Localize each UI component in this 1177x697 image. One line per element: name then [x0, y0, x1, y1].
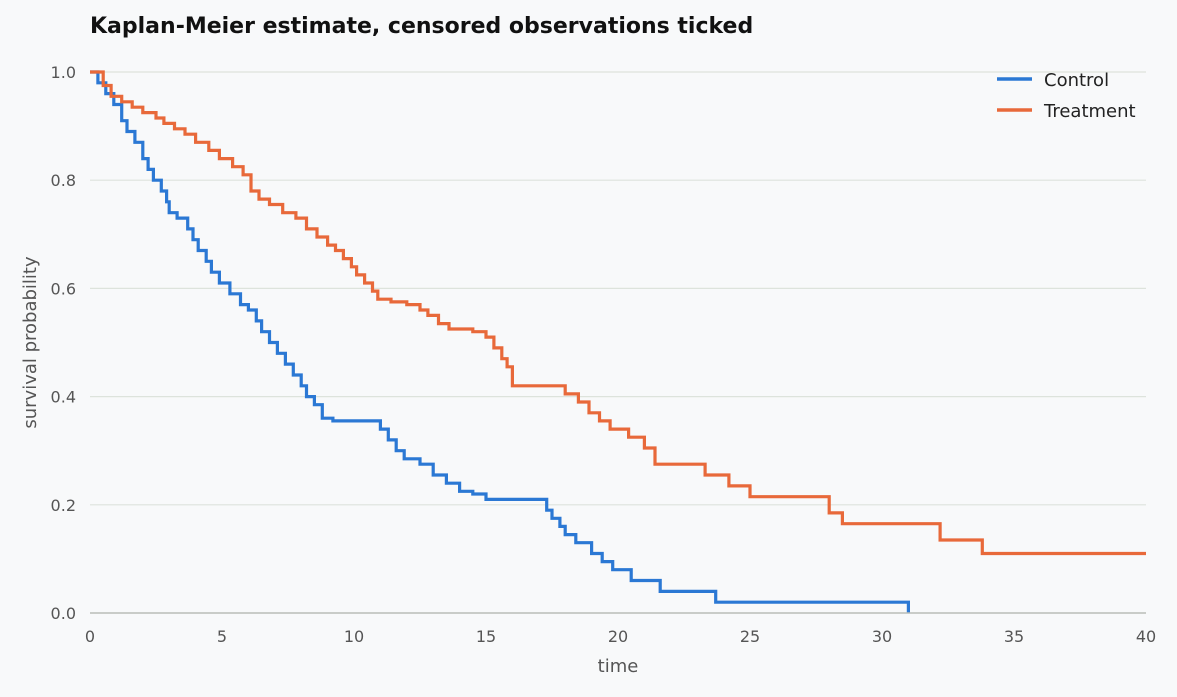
x-tick-label: 30 — [872, 627, 892, 646]
y-tick-label: 0.2 — [51, 496, 76, 515]
x-axis-label: time — [598, 656, 639, 677]
axis-layer: 0.0 0.2 0.4 0.6 0.8 1.0 0 5 10 15 20 25 30 35 40 time su… — [20, 63, 1156, 677]
y-tick-label: 0.4 — [51, 388, 76, 407]
y-tick-label: 1.0 — [51, 63, 76, 82]
series-line-treatment — [90, 70, 1146, 556]
x-tick-label: 15 — [476, 627, 496, 646]
x-tick-label: 20 — [608, 627, 628, 646]
x-tick-label: 35 — [1004, 627, 1024, 646]
grid-layer — [90, 71, 1146, 506]
x-tick-label: 25 — [740, 627, 760, 646]
legend: Control Treatment — [997, 70, 1136, 122]
y-tick-label: 0.8 — [51, 171, 76, 190]
x-tick-label: 5 — [217, 627, 227, 646]
x-tick-label: 40 — [1136, 627, 1156, 646]
series-line-control — [90, 70, 910, 613]
x-tick-label: 0 — [85, 627, 95, 646]
y-tick-label: 0.0 — [51, 604, 76, 623]
series-layer — [90, 70, 1146, 613]
legend-label-control: Control — [1044, 70, 1109, 91]
legend-label-treatment: Treatment — [1043, 101, 1136, 122]
x-tick-label: 10 — [344, 627, 364, 646]
y-axis-label: survival probability — [20, 256, 41, 429]
y-tick-label: 0.6 — [51, 279, 76, 298]
chart-title: Kaplan-Meier estimate, censored observat… — [90, 14, 754, 39]
